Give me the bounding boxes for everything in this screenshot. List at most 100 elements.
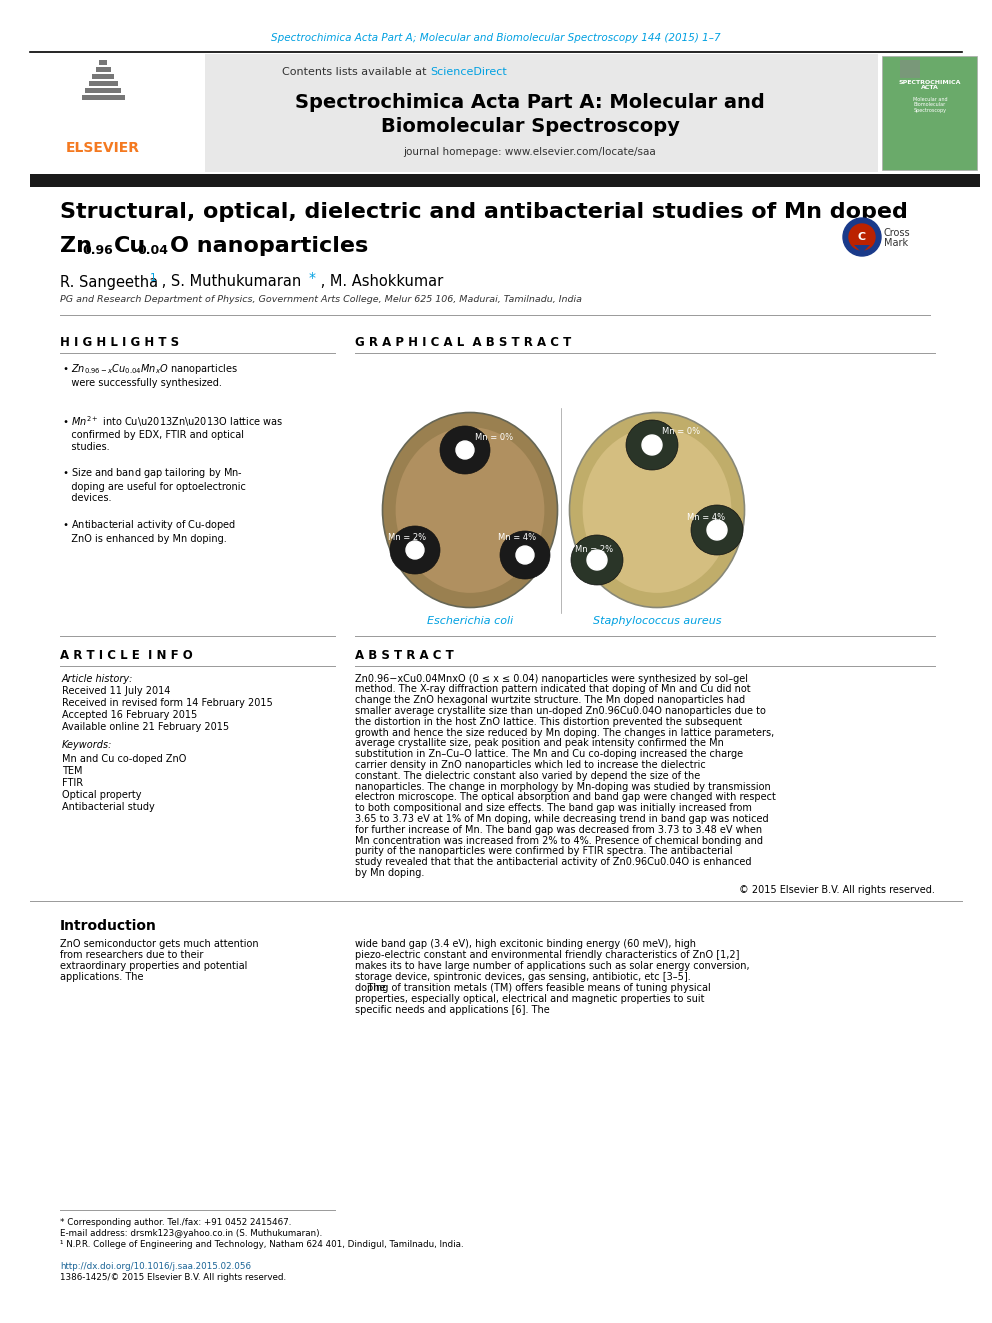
Text: Zn: Zn bbox=[60, 235, 92, 255]
Circle shape bbox=[406, 541, 424, 560]
Text: , M. Ashokkumar: , M. Ashokkumar bbox=[316, 274, 443, 290]
Text: R. Sangeetha: R. Sangeetha bbox=[60, 274, 158, 290]
Text: , S. Muthukumaran: , S. Muthukumaran bbox=[157, 274, 302, 290]
Text: Mn concentration was increased from 2% to 4%. Presence of chemical bonding and: Mn concentration was increased from 2% t… bbox=[355, 836, 763, 845]
Ellipse shape bbox=[569, 413, 745, 607]
Circle shape bbox=[516, 546, 534, 564]
Ellipse shape bbox=[390, 527, 440, 574]
Text: C: C bbox=[858, 232, 866, 242]
Text: FTIR: FTIR bbox=[62, 778, 83, 787]
Text: wide band gap (3.4 eV), high excitonic binding energy (60 meV), high: wide band gap (3.4 eV), high excitonic b… bbox=[355, 939, 696, 949]
Circle shape bbox=[843, 218, 881, 255]
Text: constant. The dielectric constant also varied by depend the size of the: constant. The dielectric constant also v… bbox=[355, 771, 700, 781]
Text: piezo-electric constant and environmental friendly characteristics of ZnO [1,2]: piezo-electric constant and environmenta… bbox=[355, 950, 739, 959]
Ellipse shape bbox=[626, 419, 678, 470]
Text: (b): (b) bbox=[575, 415, 594, 429]
Circle shape bbox=[587, 550, 607, 570]
Ellipse shape bbox=[440, 426, 490, 474]
Text: 1386-1425/© 2015 Elsevier B.V. All rights reserved.: 1386-1425/© 2015 Elsevier B.V. All right… bbox=[60, 1273, 286, 1282]
Text: Accepted 16 February 2015: Accepted 16 February 2015 bbox=[62, 710, 197, 721]
Text: 0.96: 0.96 bbox=[82, 245, 113, 258]
Text: Received in revised form 14 February 2015: Received in revised form 14 February 201… bbox=[62, 699, 273, 709]
Text: ScienceDirect: ScienceDirect bbox=[430, 67, 507, 77]
Circle shape bbox=[642, 435, 662, 455]
Text: average crystallite size, peak position and peak intensity confirmed the Mn: average crystallite size, peak position … bbox=[355, 738, 724, 749]
Text: O nanoparticles: O nanoparticles bbox=[170, 235, 368, 255]
Bar bbox=[30, 54, 205, 172]
Bar bbox=[95, 67, 110, 71]
Text: journal homepage: www.elsevier.com/locate/saa: journal homepage: www.elsevier.com/locat… bbox=[404, 147, 657, 157]
Text: purity of the nanoparticles were confirmed by FTIR spectra. The antibacterial: purity of the nanoparticles were confirm… bbox=[355, 847, 733, 856]
Text: 1: 1 bbox=[150, 273, 157, 283]
Text: growth and hence the size reduced by Mn doping. The changes in lattice parameter: growth and hence the size reduced by Mn … bbox=[355, 728, 774, 737]
Text: $\bullet$ Antibacterial activity of Cu-doped
   ZnO is enhanced by Mn doping.: $\bullet$ Antibacterial activity of Cu-d… bbox=[62, 519, 236, 544]
Text: Mn = 0%: Mn = 0% bbox=[662, 427, 700, 437]
Text: nanoparticles. The change in morphology by Mn-doping was studied by transmission: nanoparticles. The change in morphology … bbox=[355, 782, 771, 791]
Text: Received 11 July 2014: Received 11 July 2014 bbox=[62, 687, 171, 696]
Text: SPECTROCHIMICA
ACTA: SPECTROCHIMICA ACTA bbox=[899, 79, 961, 90]
Text: study revealed that that the antibacterial activity of Zn0.96Cu0.04O is enhanced: study revealed that that the antibacteri… bbox=[355, 857, 752, 867]
Text: ELSEVIER: ELSEVIER bbox=[66, 142, 140, 155]
Text: the distortion in the host ZnO lattice. This distortion prevented the subsequent: the distortion in the host ZnO lattice. … bbox=[355, 717, 742, 726]
Text: Contents lists available at: Contents lists available at bbox=[282, 67, 430, 77]
Text: TEM: TEM bbox=[62, 766, 82, 775]
Text: carrier density in ZnO nanoparticles which led to increase the dielectric: carrier density in ZnO nanoparticles whi… bbox=[355, 759, 705, 770]
Text: $\bullet$ Size and band gap tailoring by Mn-
   doping are useful for optoelectr: $\bullet$ Size and band gap tailoring by… bbox=[62, 466, 246, 503]
Text: by Mn doping.: by Mn doping. bbox=[355, 868, 425, 878]
Text: Escherichia coli: Escherichia coli bbox=[427, 617, 513, 627]
Text: H I G H L I G H T S: H I G H L I G H T S bbox=[60, 336, 180, 348]
Text: Spectrochimica Acta Part A: Molecular and: Spectrochimica Acta Part A: Molecular an… bbox=[296, 94, 765, 112]
Text: Keywords:: Keywords: bbox=[62, 741, 112, 750]
Text: change the ZnO hexagonal wurtzite structure. The Mn doped nanoparticles had: change the ZnO hexagonal wurtzite struct… bbox=[355, 695, 745, 705]
Text: Mn = 0%: Mn = 0% bbox=[475, 434, 513, 442]
Text: Biomolecular Spectroscopy: Biomolecular Spectroscopy bbox=[381, 116, 680, 135]
Ellipse shape bbox=[383, 413, 558, 607]
Text: from researchers due to their: from researchers due to their bbox=[60, 950, 203, 959]
Text: Structural, optical, dielectric and antibacterial studies of Mn doped: Structural, optical, dielectric and anti… bbox=[60, 202, 908, 222]
Bar bbox=[99, 60, 107, 65]
Text: to both compositional and size effects. The band gap was initially increased fro: to both compositional and size effects. … bbox=[355, 803, 752, 814]
Text: Available online 21 February 2015: Available online 21 February 2015 bbox=[62, 722, 229, 733]
Text: G R A P H I C A L  A B S T R A C T: G R A P H I C A L A B S T R A C T bbox=[355, 336, 571, 348]
Ellipse shape bbox=[571, 534, 623, 585]
Text: applications. The: applications. The bbox=[60, 971, 144, 982]
Text: Spectrochimica Acta Part A; Molecular and Biomolecular Spectroscopy 144 (2015) 1: Spectrochimica Acta Part A; Molecular an… bbox=[271, 33, 721, 44]
Bar bbox=[900, 60, 920, 78]
Text: Cross: Cross bbox=[884, 228, 911, 238]
Text: Zn0.96−xCu0.04MnxO (0 ≤ x ≤ 0.04) nanoparticles were synthesized by sol–gel: Zn0.96−xCu0.04MnxO (0 ≤ x ≤ 0.04) nanopa… bbox=[355, 673, 748, 684]
Text: Cu: Cu bbox=[114, 235, 146, 255]
Text: © 2015 Elsevier B.V. All rights reserved.: © 2015 Elsevier B.V. All rights reserved… bbox=[739, 885, 935, 894]
Text: Optical property: Optical property bbox=[62, 790, 142, 799]
Text: * Corresponding author. Tel./fax: +91 0452 2415467.: * Corresponding author. Tel./fax: +91 04… bbox=[60, 1218, 292, 1226]
Text: A R T I C L E  I N F O: A R T I C L E I N F O bbox=[60, 650, 192, 662]
Ellipse shape bbox=[691, 505, 743, 556]
Bar bbox=[882, 56, 977, 169]
Text: 3.65 to 3.73 eV at 1% of Mn doping, while decreasing trend in band gap was notic: 3.65 to 3.73 eV at 1% of Mn doping, whil… bbox=[355, 814, 769, 824]
Text: substitution in Zn–Cu–O lattice. The Mn and Cu co-doping increased the charge: substitution in Zn–Cu–O lattice. The Mn … bbox=[355, 749, 743, 759]
Text: storage device, spintronic devices, gas sensing, antibiotic, etc [3–5].
    The: storage device, spintronic devices, gas … bbox=[355, 971, 690, 994]
Polygon shape bbox=[854, 245, 870, 253]
Text: electron microscope. The optical absorption and band gap were changed with respe: electron microscope. The optical absorpt… bbox=[355, 792, 776, 802]
Text: Mn = 4%: Mn = 4% bbox=[498, 533, 536, 542]
Text: $\bullet$ $Mn^{2+}$ into Cu\u2013Zn\u2013O lattice was
   confirmed by EDX, FTIR: $\bullet$ $Mn^{2+}$ into Cu\u2013Zn\u201… bbox=[62, 414, 284, 452]
Text: *: * bbox=[309, 271, 316, 284]
Text: Article history:: Article history: bbox=[62, 673, 133, 684]
Text: 0.04: 0.04 bbox=[137, 245, 168, 258]
Text: E-mail address: drsmk123@yahoo.co.in (S. Muthukumaran).: E-mail address: drsmk123@yahoo.co.in (S.… bbox=[60, 1229, 322, 1238]
Text: ¹ N.P.R. College of Engineering and Technology, Natham 624 401, Dindigul, Tamiln: ¹ N.P.R. College of Engineering and Tech… bbox=[60, 1240, 463, 1249]
Text: A B S T R A C T: A B S T R A C T bbox=[355, 650, 453, 662]
Text: PG and Research Department of Physics, Government Arts College, Melur 625 106, M: PG and Research Department of Physics, G… bbox=[60, 295, 582, 304]
Bar bbox=[30, 54, 878, 172]
Text: for further increase of Mn. The band gap was decreased from 3.73 to 3.48 eV when: for further increase of Mn. The band gap… bbox=[355, 824, 762, 835]
Ellipse shape bbox=[500, 531, 550, 579]
Bar bbox=[81, 95, 125, 101]
Text: specific needs and applications [6]. The: specific needs and applications [6]. The bbox=[355, 1004, 550, 1015]
Ellipse shape bbox=[396, 427, 545, 593]
Bar bbox=[85, 89, 121, 93]
Text: (a): (a) bbox=[390, 415, 409, 429]
Text: Staphylococcus aureus: Staphylococcus aureus bbox=[593, 617, 721, 627]
Text: Antibacterial study: Antibacterial study bbox=[62, 802, 155, 811]
Text: http://dx.doi.org/10.1016/j.saa.2015.02.056: http://dx.doi.org/10.1016/j.saa.2015.02.… bbox=[60, 1262, 251, 1271]
Circle shape bbox=[456, 441, 474, 459]
Bar bbox=[92, 74, 114, 79]
